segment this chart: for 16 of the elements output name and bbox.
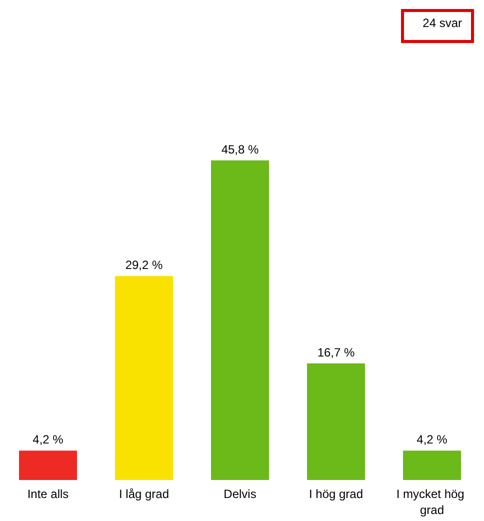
- bar: [307, 363, 365, 480]
- bar: [115, 276, 173, 480]
- x-tick-label: I låg grad: [118, 487, 170, 501]
- bar: [403, 450, 461, 480]
- data-label: 29,2 %: [125, 258, 164, 272]
- data-label: 16,7 %: [317, 345, 356, 360]
- x-tick-label: Delvis: [224, 487, 256, 501]
- text: 24 svar: [422, 16, 462, 30]
- bar: [211, 160, 269, 480]
- data-label: 4,2 %: [416, 432, 448, 447]
- data-label: 45,8 %: [221, 142, 260, 156]
- bar: [19, 450, 77, 480]
- x-tick-label: I mycket hög grad: [396, 487, 468, 517]
- data-label: 4,2 %: [32, 432, 64, 447]
- x-tick-label: Inte alls: [27, 487, 69, 501]
- x-tick-label: I hög grad: [308, 487, 364, 501]
